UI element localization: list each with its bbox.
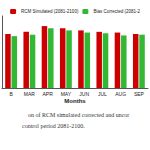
svg-text:control period 2081-2100.: control period 2081-2100.	[22, 123, 85, 129]
svg-text:on of RCM simulated corrected: on of RCM simulated corrected and uncor	[28, 112, 129, 118]
svg-text:MAY: MAY	[61, 91, 72, 97]
svg-text:JUL: JUL	[98, 91, 107, 97]
svg-text:Bias Corrected (2081-2: Bias Corrected (2081-2	[93, 9, 140, 14]
svg-text:MAR: MAR	[24, 91, 36, 97]
svg-text:B: B	[9, 91, 13, 97]
svg-text:AUG: AUG	[115, 91, 126, 97]
svg-text:JUN: JUN	[79, 91, 89, 97]
svg-text:SEP: SEP	[134, 91, 145, 97]
svg-text:RCM Simulated (2081-2100): RCM Simulated (2081-2100)	[21, 9, 79, 14]
svg-text:Months: Months	[64, 98, 86, 104]
svg-text:APR: APR	[42, 91, 53, 97]
